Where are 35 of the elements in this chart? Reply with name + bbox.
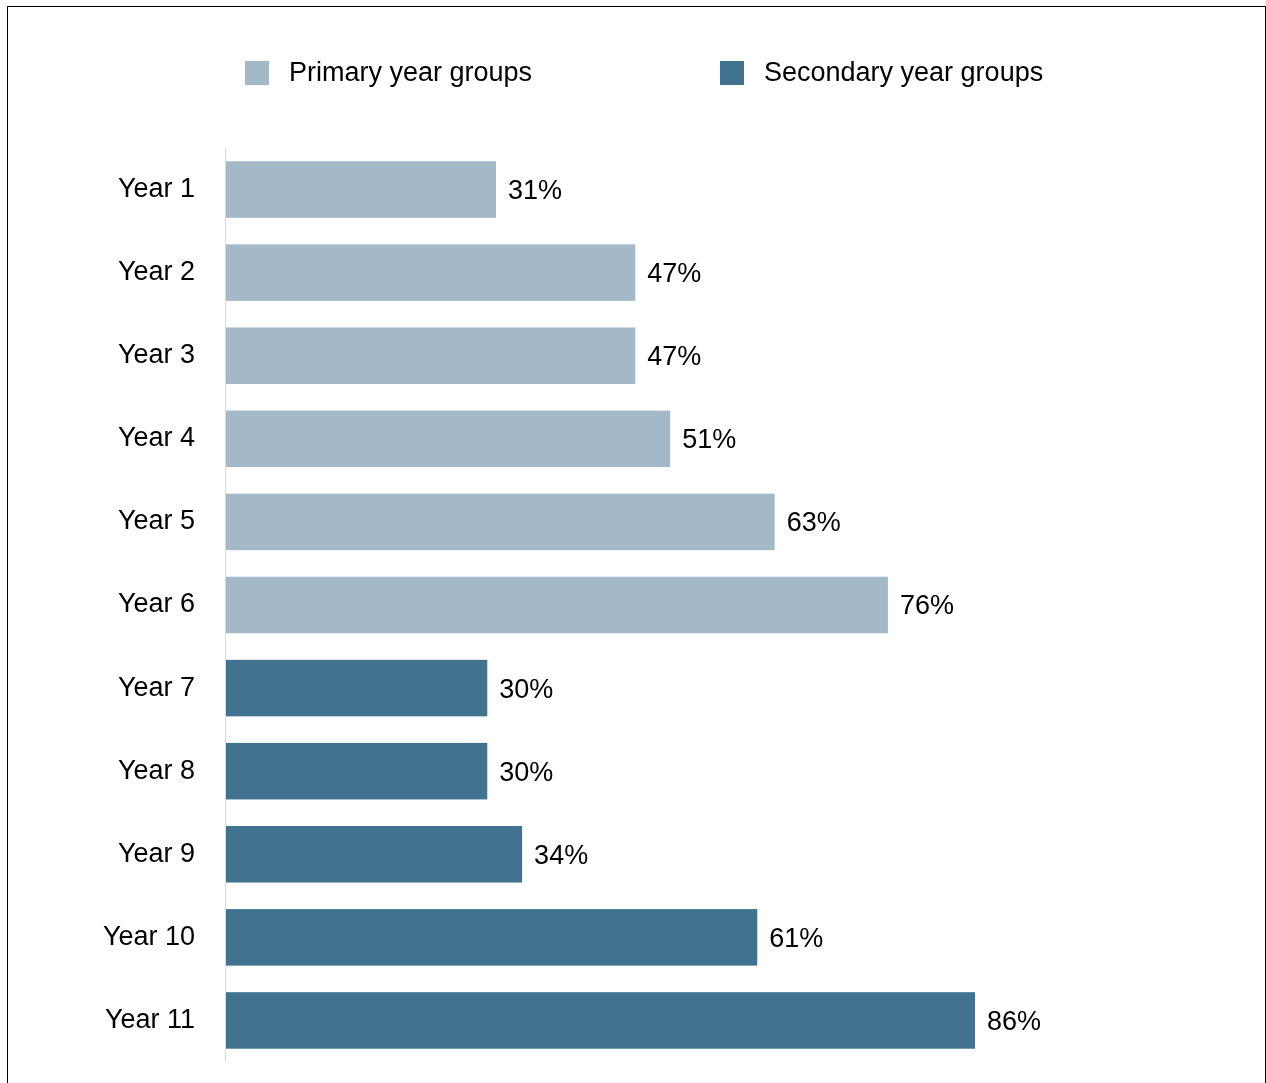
y-tick-label: Year 7 bbox=[117, 671, 195, 702]
bar bbox=[226, 909, 758, 966]
data-label: 47% bbox=[647, 258, 702, 289]
bar bbox=[226, 742, 488, 800]
y-tick-label: Year 5 bbox=[117, 505, 195, 536]
data-label: 61% bbox=[769, 922, 824, 953]
data-label: 47% bbox=[647, 341, 702, 372]
data-label: 31% bbox=[507, 175, 563, 205]
data-label: 34% bbox=[534, 839, 589, 870]
legend-label: Secondary year groups bbox=[764, 57, 1044, 88]
y-tick-label: Year 10 bbox=[102, 920, 195, 951]
legend-label: Primary year groups bbox=[289, 57, 533, 88]
data-label: 63% bbox=[786, 507, 841, 538]
bar bbox=[226, 826, 523, 883]
y-tick-label: Year 4 bbox=[117, 422, 195, 453]
data-label: 86% bbox=[987, 1005, 1042, 1036]
y-tick-label: Year 11 bbox=[104, 1003, 195, 1034]
y-tick-label: Year 1 bbox=[117, 173, 195, 203]
bar bbox=[226, 327, 636, 384]
bar bbox=[226, 410, 671, 468]
data-label: 51% bbox=[682, 424, 737, 455]
data-label: 30% bbox=[499, 756, 554, 787]
bar bbox=[226, 659, 488, 717]
bar bbox=[226, 161, 496, 218]
y-tick-label: Year 8 bbox=[117, 754, 195, 785]
bar bbox=[226, 992, 975, 1049]
y-tick-label: Year 3 bbox=[117, 339, 195, 370]
data-label: 30% bbox=[499, 673, 554, 704]
bar bbox=[226, 244, 636, 301]
bar bbox=[226, 576, 888, 634]
y-tick-label: Year 9 bbox=[117, 837, 195, 868]
y-tick-label: Year 6 bbox=[117, 588, 195, 619]
y-tick-label: Year 2 bbox=[117, 256, 195, 287]
bar bbox=[226, 493, 775, 551]
data-label: 76% bbox=[899, 590, 954, 621]
